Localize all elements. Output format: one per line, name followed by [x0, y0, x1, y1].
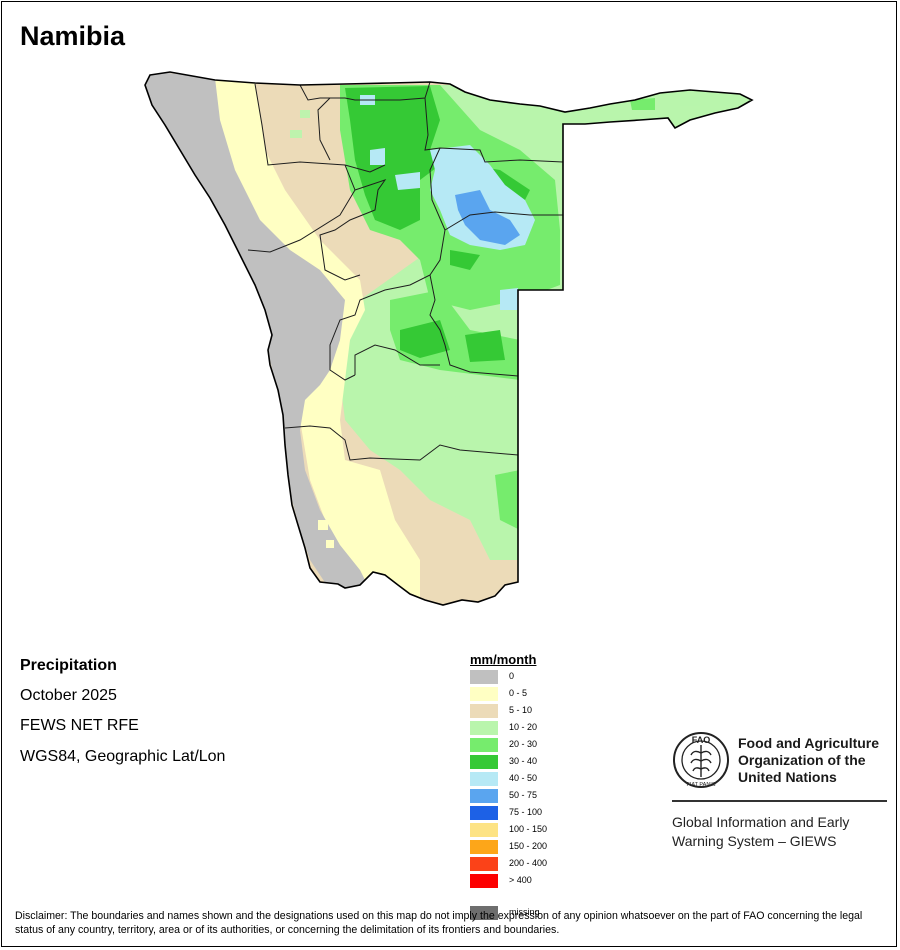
legend-label: 0: [509, 671, 515, 681]
legend-item: 0 - 5: [470, 687, 590, 701]
legend-swatch: [470, 721, 498, 735]
legend-swatch: [470, 670, 498, 684]
namibia-precipitation-map: [144, 71, 754, 606]
fao-name-line3: United Nations: [738, 769, 837, 785]
legend-swatch: [470, 857, 498, 871]
legend-item: > 400: [470, 874, 590, 888]
legend-swatch: [470, 755, 498, 769]
fao-name-line1: Food and Agriculture: [738, 735, 880, 751]
legend-swatch: [470, 840, 498, 854]
legend-item: 10 - 20: [470, 721, 590, 735]
map-title: Namibia: [20, 21, 126, 51]
legend-label: 10 - 20: [509, 722, 538, 732]
legend-item: 50 - 75: [470, 789, 590, 803]
legend-item: 75 - 100: [470, 806, 590, 820]
admin-boundaries: [247, 81, 564, 461]
legend-label: 40 - 50: [509, 773, 538, 783]
legend-swatch: [470, 687, 498, 701]
disclaimer: Disclaimer: The boundaries and names sho…: [15, 910, 863, 936]
legend-item: 100 - 150: [470, 823, 590, 837]
legend-swatch: [470, 906, 498, 920]
giews-line1: Global Information and Early: [672, 814, 850, 830]
legend-label: missing: [509, 907, 540, 917]
giews-name: Global Information and Early Warning Sys…: [672, 813, 849, 851]
legend-label: 100 - 150: [509, 824, 548, 834]
legend-label: > 400: [509, 875, 532, 885]
fao-logo-icon: FAO FIAT PANIS: [673, 732, 729, 788]
projection-label: WGS84, Geographic Lat/Lon: [20, 748, 226, 765]
giews-line2: Warning System – GIEWS: [672, 833, 837, 849]
legend-label: 5 - 10: [509, 705, 533, 715]
legend-title: mm/month: [470, 652, 537, 667]
legend-swatch: [470, 823, 498, 837]
legend-swatch: [470, 738, 498, 752]
legend-label: 200 - 400: [509, 858, 548, 868]
legend-label: 75 - 100: [509, 807, 543, 817]
legend-item: 200 - 400: [470, 857, 590, 871]
legend-item: missing: [470, 906, 590, 920]
variable-label: Precipitation: [20, 657, 117, 674]
legend-item: 30 - 40: [470, 755, 590, 769]
period-label: October 2025: [20, 687, 117, 704]
legend-swatch: [470, 874, 498, 888]
legend-swatch: [470, 789, 498, 803]
legend-item: 150 - 200: [470, 840, 590, 854]
legend-swatch: [470, 704, 498, 718]
legend-label: 0 - 5: [509, 688, 528, 698]
fao-divider: [672, 800, 887, 802]
legend-label: 50 - 75: [509, 790, 538, 800]
legend-item: 20 - 30: [470, 738, 590, 752]
fao-name-line2: Organization of the: [738, 752, 866, 768]
legend-label: 30 - 40: [509, 756, 538, 766]
fao-logo-motto: FIAT PANIS: [686, 782, 715, 788]
legend-swatch: [470, 806, 498, 820]
legend-label: 20 - 30: [509, 739, 538, 749]
legend-item: 5 - 10: [470, 704, 590, 718]
fao-name: Food and Agriculture Organization of the…: [738, 735, 879, 786]
legend-label: 150 - 200: [509, 841, 548, 851]
legend-swatch: [470, 772, 498, 786]
fao-logo-text: FAO: [692, 735, 711, 745]
source-label: FEWS NET RFE: [20, 717, 139, 734]
country-outline: [144, 71, 754, 606]
legend-item: 40 - 50: [470, 772, 590, 786]
legend-item: 0: [470, 670, 590, 684]
rainfall-fill: [145, 72, 752, 605]
